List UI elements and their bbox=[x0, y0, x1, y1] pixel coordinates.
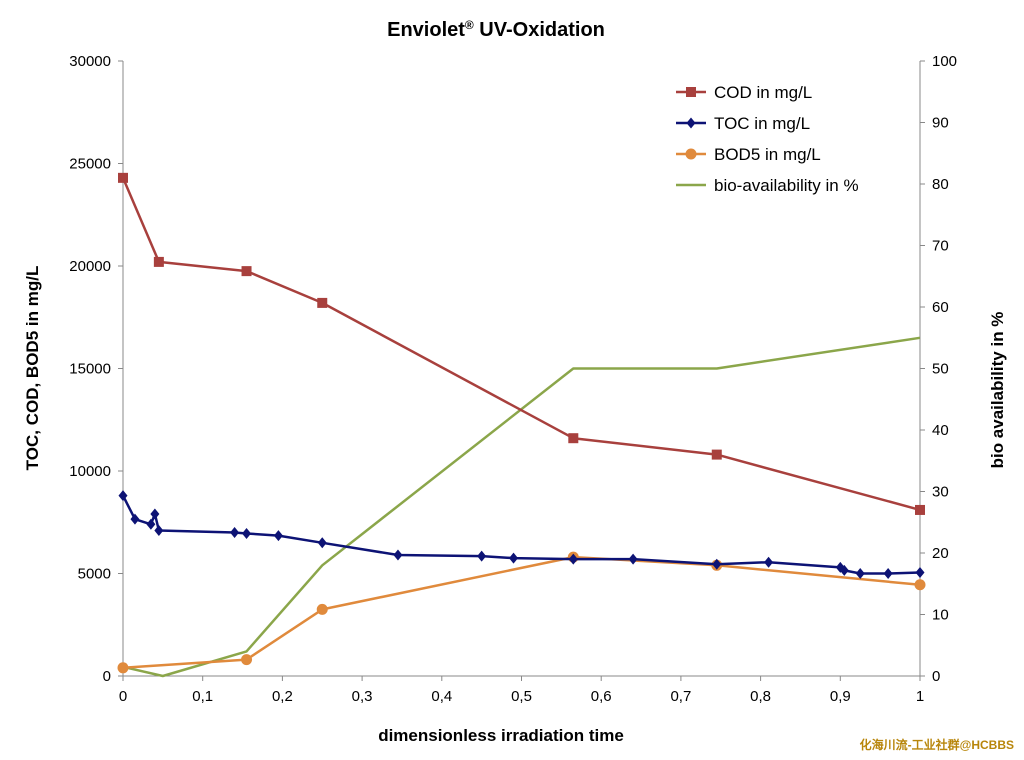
chart-title-rest: UV-Oxidation bbox=[474, 19, 605, 41]
toc-point bbox=[230, 527, 240, 538]
legend-marker-cod bbox=[686, 87, 696, 97]
legend: COD in mg/L TOC in mg/L BOD5 in mg/L bio-av… bbox=[676, 83, 859, 195]
x-tick-label: 0,3 bbox=[352, 688, 373, 705]
y2-tick-label: 10 bbox=[932, 607, 949, 624]
bod5-point bbox=[316, 603, 328, 615]
legend-item-toc: TOC in mg/L bbox=[676, 114, 810, 133]
toc-point bbox=[915, 566, 925, 578]
chart-title: Enviolet® UV-Oxidation bbox=[387, 18, 605, 41]
chart-title-sup: ® bbox=[465, 18, 474, 32]
series-cod bbox=[118, 172, 925, 515]
y2-tick-label: 50 bbox=[932, 361, 949, 378]
series-layer bbox=[117, 172, 926, 678]
y2-tick-label: 90 bbox=[932, 115, 949, 132]
toc-point bbox=[764, 556, 774, 568]
x-axis-label: dimensionless irradiation time bbox=[378, 726, 624, 745]
series-bod5 bbox=[117, 551, 926, 674]
y2-tick-label: 60 bbox=[932, 299, 949, 316]
toc-point bbox=[393, 549, 403, 561]
tick-labels: 0 0,1 0,2 0,3 0,4 0,5 0,6 0,7 0,8 0,9 105000100001… bbox=[69, 53, 957, 705]
legend-marker-toc bbox=[686, 117, 696, 129]
legend-label-bod5: BOD5 in mg/L bbox=[714, 145, 821, 164]
toc-line bbox=[121, 495, 921, 575]
cod-point bbox=[711, 449, 722, 460]
legend-label-cod: COD in mg/L bbox=[714, 83, 812, 102]
cod-point bbox=[241, 266, 252, 277]
y2-tick-label: 80 bbox=[932, 176, 949, 193]
x-tick-label: 1 bbox=[916, 688, 924, 705]
toc-point bbox=[712, 558, 722, 570]
toc-point bbox=[883, 568, 893, 579]
toc-point bbox=[839, 564, 849, 576]
y2-tick-label: 20 bbox=[932, 545, 949, 562]
toc-point bbox=[509, 552, 519, 564]
cod-point bbox=[915, 504, 925, 515]
y2-axis-label: bio availability in % bbox=[988, 312, 1007, 469]
y2-tick-label: 40 bbox=[932, 422, 949, 439]
toc-point bbox=[154, 524, 164, 536]
cod-point bbox=[118, 172, 128, 183]
toc-point bbox=[568, 553, 578, 565]
bod5-line bbox=[122, 555, 921, 670]
cod-line bbox=[121, 177, 921, 512]
y-tick-label: 25000 bbox=[69, 156, 111, 173]
legend-marker-bod5 bbox=[685, 148, 697, 160]
bod5-point bbox=[117, 662, 129, 674]
watermark: 化海川流-工业社群@HCBBS bbox=[860, 737, 1014, 752]
bod5-point bbox=[241, 654, 253, 666]
toc-point bbox=[628, 553, 638, 565]
y2-tick-label: 0 bbox=[932, 668, 940, 685]
x-tick-label: 0,9 bbox=[830, 688, 851, 705]
toc-point bbox=[477, 550, 487, 562]
x-tick-label: 0,8 bbox=[750, 688, 771, 705]
cod-point bbox=[153, 256, 164, 267]
toc-point bbox=[130, 513, 140, 525]
y2-tick-label: 70 bbox=[932, 238, 949, 255]
x-tick-label: 0 bbox=[119, 688, 127, 705]
cod-point bbox=[568, 433, 579, 444]
y-tick-label: 20000 bbox=[69, 258, 111, 275]
legend-label-bio-availability: bio-availability in % bbox=[714, 176, 859, 195]
y-axis-label: TOC, COD, BOD5 in mg/L bbox=[23, 266, 42, 471]
series-bio-availability bbox=[122, 336, 921, 678]
series-toc bbox=[118, 490, 925, 579]
bio-availability-line bbox=[122, 336, 921, 678]
legend-item-cod: COD in mg/L bbox=[676, 83, 812, 102]
x-tick-label: 0,2 bbox=[272, 688, 293, 705]
legend-item-bod5: BOD5 in mg/L bbox=[676, 145, 821, 164]
cod-point bbox=[317, 297, 328, 308]
y2-tick-label: 100 bbox=[932, 53, 957, 70]
legend-item-bio-availability: bio-availability in % bbox=[676, 176, 859, 195]
y-tick-label: 5000 bbox=[78, 566, 111, 583]
toc-point bbox=[242, 528, 252, 540]
legend-label-toc: TOC in mg/L bbox=[714, 114, 810, 133]
x-tick-label: 0,4 bbox=[431, 688, 452, 705]
toc-point bbox=[317, 537, 327, 549]
x-tick-label: 0,1 bbox=[192, 688, 213, 705]
x-tick-label: 0,7 bbox=[670, 688, 691, 705]
x-tick-label: 0,5 bbox=[511, 688, 532, 705]
toc-point bbox=[146, 518, 156, 530]
toc-point bbox=[855, 568, 865, 579]
toc-point bbox=[273, 530, 283, 542]
toc-point bbox=[118, 490, 128, 502]
y-tick-label: 30000 bbox=[69, 53, 111, 70]
y-tick-label: 10000 bbox=[69, 463, 111, 480]
x-tick-label: 0,6 bbox=[591, 688, 612, 705]
y-tick-label: 0 bbox=[103, 668, 111, 685]
y2-tick-label: 30 bbox=[932, 484, 949, 501]
chart-title-main: Enviolet bbox=[387, 19, 465, 41]
toc-point bbox=[150, 508, 160, 520]
y-tick-label: 15000 bbox=[69, 361, 111, 378]
bod5-point bbox=[914, 579, 926, 591]
